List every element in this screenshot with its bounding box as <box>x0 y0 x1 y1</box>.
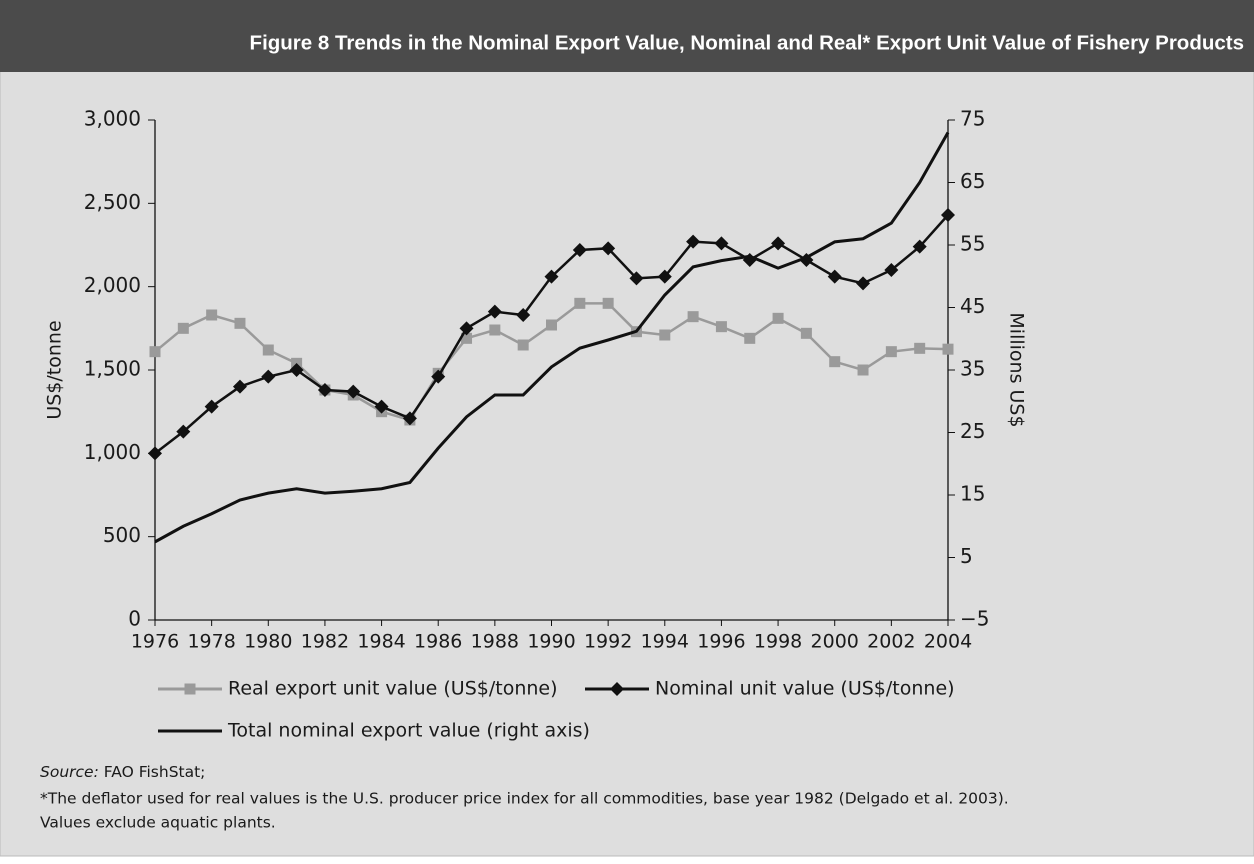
marker <box>149 346 161 358</box>
marker <box>431 369 446 384</box>
marker <box>610 682 624 696</box>
marker <box>544 269 559 284</box>
x-tick-label: 2000 <box>811 631 859 653</box>
y2-tick-label: 5 <box>960 544 973 568</box>
x-tick-label: 2002 <box>867 631 915 653</box>
marker <box>941 208 955 222</box>
x-tick-label: 1980 <box>244 631 292 653</box>
marker <box>289 363 304 377</box>
marker <box>516 308 531 322</box>
marker <box>402 411 417 426</box>
chart-title: Figure 8 Trends in the Nominal Export Va… <box>250 31 1244 54</box>
marker <box>489 324 501 336</box>
legend-label: Total nominal export value (right axis) <box>227 720 590 742</box>
x-tick-label: 1992 <box>584 631 632 653</box>
x-tick-label: 1976 <box>131 631 179 653</box>
marker <box>346 384 361 399</box>
marker <box>659 329 671 341</box>
marker <box>629 271 644 286</box>
y-tick-label: 1,000 <box>84 440 141 464</box>
marker <box>517 339 529 351</box>
y-tick-label: 1,500 <box>84 357 141 381</box>
marker <box>177 322 189 334</box>
series-line <box>154 131 950 544</box>
x-tick-label: 2004 <box>924 631 972 653</box>
source-label: Source: <box>40 763 99 781</box>
source: Source: FAO FishStat; <box>40 763 205 781</box>
y2-tick-label: 45 <box>960 294 985 318</box>
marker <box>912 239 927 254</box>
y2-tick-label: −5 <box>960 607 989 631</box>
marker <box>601 241 616 256</box>
marker <box>714 236 729 251</box>
y-tick-label: 0 <box>128 607 141 631</box>
note: Values exclude aquatic plants. <box>40 814 276 832</box>
x-tick-label: 1996 <box>697 631 745 653</box>
marker <box>262 344 274 356</box>
marker <box>487 304 502 319</box>
marker <box>574 297 586 309</box>
marker <box>827 269 842 284</box>
header-bar <box>0 0 1254 72</box>
marker <box>856 276 871 291</box>
y2-tick-label: 75 <box>960 107 985 131</box>
y2-tick-label: 25 <box>960 419 985 443</box>
marker <box>204 399 219 414</box>
x-tick-label: 1986 <box>414 631 462 653</box>
y2-tick-label: 55 <box>960 232 985 256</box>
marker <box>657 269 672 284</box>
marker <box>572 243 587 257</box>
marker <box>885 346 897 358</box>
source-text: FAO FishStat; <box>104 763 206 781</box>
x-tick-label: 1978 <box>187 631 235 653</box>
marker <box>602 297 614 309</box>
marker <box>686 234 701 249</box>
marker <box>234 317 246 329</box>
marker <box>857 364 869 376</box>
marker <box>715 321 727 333</box>
y-axis-label: US$/tonne <box>44 320 66 419</box>
x-tick-label: 1998 <box>754 631 802 653</box>
marker <box>206 309 218 321</box>
y2-tick-label: 35 <box>960 357 985 381</box>
marker <box>800 327 812 339</box>
x-tick-label: 1994 <box>641 631 689 653</box>
y-tick-label: 500 <box>103 523 141 547</box>
marker <box>744 332 756 344</box>
marker <box>771 236 786 251</box>
note: *The deflator used for real values is th… <box>40 790 1009 808</box>
y2-tick-label: 15 <box>960 482 985 506</box>
y2-axis-label: Millions US$ <box>1006 312 1028 427</box>
marker <box>232 379 247 394</box>
marker <box>148 446 162 461</box>
marker <box>317 383 332 397</box>
marker <box>374 399 389 414</box>
marker <box>184 683 196 695</box>
marker <box>546 319 557 331</box>
marker <box>176 424 191 439</box>
legend-label: Real export unit value (US$/tonne) <box>228 678 558 700</box>
marker <box>261 369 276 384</box>
x-tick-label: 1984 <box>357 631 405 653</box>
marker <box>914 342 926 354</box>
marker <box>884 263 899 277</box>
y-tick-label: 2,000 <box>84 273 141 297</box>
x-tick-label: 1982 <box>301 631 349 653</box>
y-tick-label: 3,000 <box>84 107 141 131</box>
x-tick-label: 1990 <box>527 631 575 653</box>
marker <box>461 332 473 344</box>
y2-tick-label: 65 <box>960 169 985 193</box>
marker <box>829 356 841 368</box>
marker <box>687 311 699 323</box>
marker <box>459 321 474 336</box>
legend-label: Nominal unit value (US$/tonne) <box>655 678 955 700</box>
marker <box>772 312 784 324</box>
x-tick-label: 1988 <box>471 631 519 653</box>
y-tick-label: 2,500 <box>84 190 141 214</box>
marker <box>942 343 954 355</box>
